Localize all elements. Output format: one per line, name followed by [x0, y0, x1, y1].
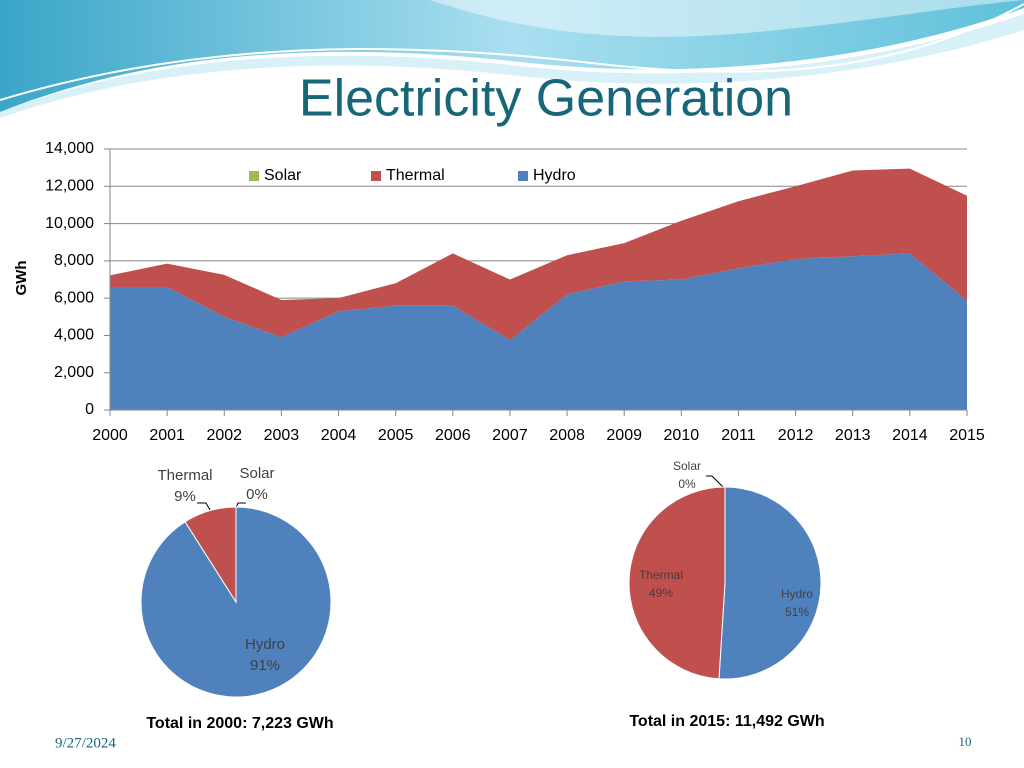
leader-line	[197, 502, 211, 511]
y-tick-label: 2,000	[54, 364, 94, 381]
pie-category-label: Solar	[239, 465, 274, 482]
x-tick-label: 2003	[264, 427, 300, 444]
pie-value-label: 91%	[250, 657, 280, 674]
x-tick-label: 2012	[778, 427, 814, 444]
pie-value-label: 49%	[649, 586, 673, 600]
y-tick-label: 6,000	[54, 289, 94, 306]
legend-label: Thermal	[386, 167, 445, 184]
x-tick-label: 2001	[149, 427, 185, 444]
pie-value-label: 0%	[678, 477, 696, 491]
pie-category-label: Thermal	[157, 467, 212, 484]
y-tick-label: 0	[85, 401, 94, 418]
area	[110, 253, 967, 410]
pie-value-label: 9%	[174, 488, 196, 505]
slide-title: Electricity Generation	[299, 70, 793, 128]
leader-line	[706, 475, 725, 489]
pie-value-label: 51%	[785, 605, 809, 619]
y-tick-label: 8,000	[54, 252, 94, 269]
pie-category-label: Thermal	[639, 568, 683, 582]
x-tick-label: 2014	[892, 427, 928, 444]
x-tick-label: 2002	[206, 427, 242, 444]
x-tick-label: 2006	[435, 427, 471, 444]
leader-line	[235, 502, 246, 509]
legend-label: Hydro	[533, 167, 576, 184]
x-tick-label: 2015	[949, 427, 985, 444]
legend-swatch	[518, 171, 528, 181]
legend-label: Solar	[264, 167, 302, 184]
pie-category-label: Solar	[673, 459, 701, 473]
x-tick-label: 2009	[606, 427, 642, 444]
pie-category-label: Hydro	[781, 587, 813, 601]
x-tick-label: 2011	[721, 427, 756, 444]
x-tick-label: 2000	[92, 427, 128, 444]
y-tick-label: 14,000	[45, 140, 94, 157]
slide-date: 9/27/2024	[55, 735, 116, 751]
x-tick-label: 2005	[378, 427, 414, 444]
legend-swatch	[371, 171, 381, 181]
pie-slice	[718, 486, 822, 680]
legend-swatch	[249, 171, 259, 181]
x-tick-label: 2010	[664, 427, 700, 444]
slide-number: 10	[959, 734, 972, 749]
x-tick-label: 2008	[549, 427, 585, 444]
pie-title: Total in 2015: 11,492 GWh	[629, 713, 824, 730]
x-tick-label: 2013	[835, 427, 871, 444]
area	[110, 168, 967, 341]
y-tick-label: 4,000	[54, 327, 94, 344]
pie-slice	[628, 486, 726, 680]
x-tick-label: 2007	[492, 427, 528, 444]
y-tick-label: 12,000	[45, 178, 94, 195]
y-tick-label: 10,000	[45, 215, 94, 232]
pie-value-label: 0%	[246, 486, 268, 503]
x-tick-label: 2004	[321, 427, 357, 444]
pie-category-label: Hydro	[245, 636, 285, 653]
header-decoration	[0, 0, 1024, 118]
pie-title: Total in 2000: 7,223 GWh	[146, 715, 333, 732]
y-axis-label: GWh	[13, 261, 30, 296]
